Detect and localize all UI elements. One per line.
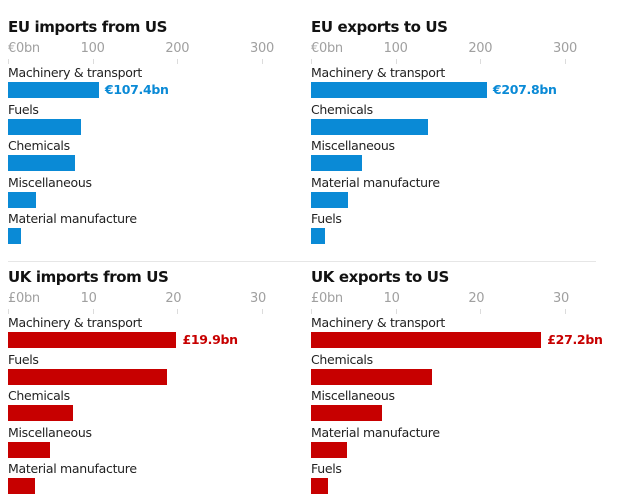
bar [311,478,328,494]
x-tick-label: 10 [80,291,97,306]
category-label: Fuels [311,211,342,226]
chart-title: EU imports from US [8,18,168,36]
x-tick-mark [565,309,566,314]
bar [8,191,36,208]
category-label: Chemicals [311,351,373,367]
bar [311,368,433,385]
category-label: Material manufacture [311,424,440,440]
bar [311,118,428,135]
category-label: Material manufacture [8,211,137,226]
data-label: €107.4bn [104,82,169,97]
chart-title: UK imports from US [8,268,169,286]
x-tick-label: 30 [553,291,569,306]
x-tick-label: €0bn [311,41,343,56]
x-tick-mark [8,59,9,64]
data-label: £19.9bn [182,332,238,347]
x-tick-mark [262,59,263,64]
bar [8,441,51,458]
category-label: Fuels [8,101,39,117]
bar [8,118,81,135]
x-tick-mark [177,59,179,64]
category-label: Chemicals [8,138,70,153]
bar [8,82,99,98]
category-label: Miscellaneous [311,388,395,403]
category-label: Material manufacture [311,174,440,190]
category-label: Fuels [311,461,342,476]
x-tick-label: 20 [468,291,485,306]
data-label: €207.8bn [492,82,557,97]
x-tick-mark [8,309,9,314]
bar [311,82,487,98]
x-tick-mark [480,59,482,64]
x-tick-mark [262,309,263,314]
bar [8,155,75,171]
x-tick-label: 200 [165,41,190,56]
bar [311,405,383,421]
x-tick-mark [395,59,397,64]
chart-title: EU exports to US [311,18,448,36]
x-tick-label: 100 [80,41,105,56]
x-tick-mark [92,309,94,314]
x-tick-label: 30 [250,291,266,306]
category-label: Material manufacture [8,461,137,476]
x-tick-label: €0bn [8,41,40,56]
data-label: £27.2bn [547,332,603,347]
x-tick-mark [480,309,482,314]
bar [8,405,74,421]
section-divider [8,261,596,262]
category-label: Fuels [8,351,39,367]
x-tick-label: £0bn [8,291,40,306]
bar [8,368,168,385]
x-tick-label: 20 [165,291,182,306]
x-tick-label: £0bn [311,291,343,306]
bar [311,441,348,458]
x-tick-mark [565,59,566,64]
x-tick-mark [311,59,312,64]
x-tick-label: 10 [383,291,400,306]
x-tick-label: 100 [383,41,408,56]
x-tick-mark [177,309,179,314]
category-label: Machinery & transport [311,65,446,80]
category-label: Machinery & transport [311,315,446,330]
category-label: Chemicals [8,388,70,403]
bar [311,191,349,208]
bar [8,332,177,348]
bar [311,228,325,244]
x-tick-label: 300 [553,41,577,56]
chart-title: UK exports to US [311,268,449,286]
bar [311,155,362,171]
category-label: Miscellaneous [8,424,92,440]
x-tick-mark [311,309,312,314]
category-label: Chemicals [311,101,373,117]
bar [311,332,542,348]
bar [8,228,21,244]
category-label: Machinery & transport [8,65,143,80]
x-tick-mark [92,59,94,64]
x-tick-label: 200 [468,41,493,56]
x-tick-label: 300 [250,41,274,56]
bar [8,478,36,494]
category-label: Miscellaneous [311,138,395,153]
x-tick-mark [395,309,397,314]
category-label: Machinery & transport [8,315,143,330]
category-label: Miscellaneous [8,174,92,190]
